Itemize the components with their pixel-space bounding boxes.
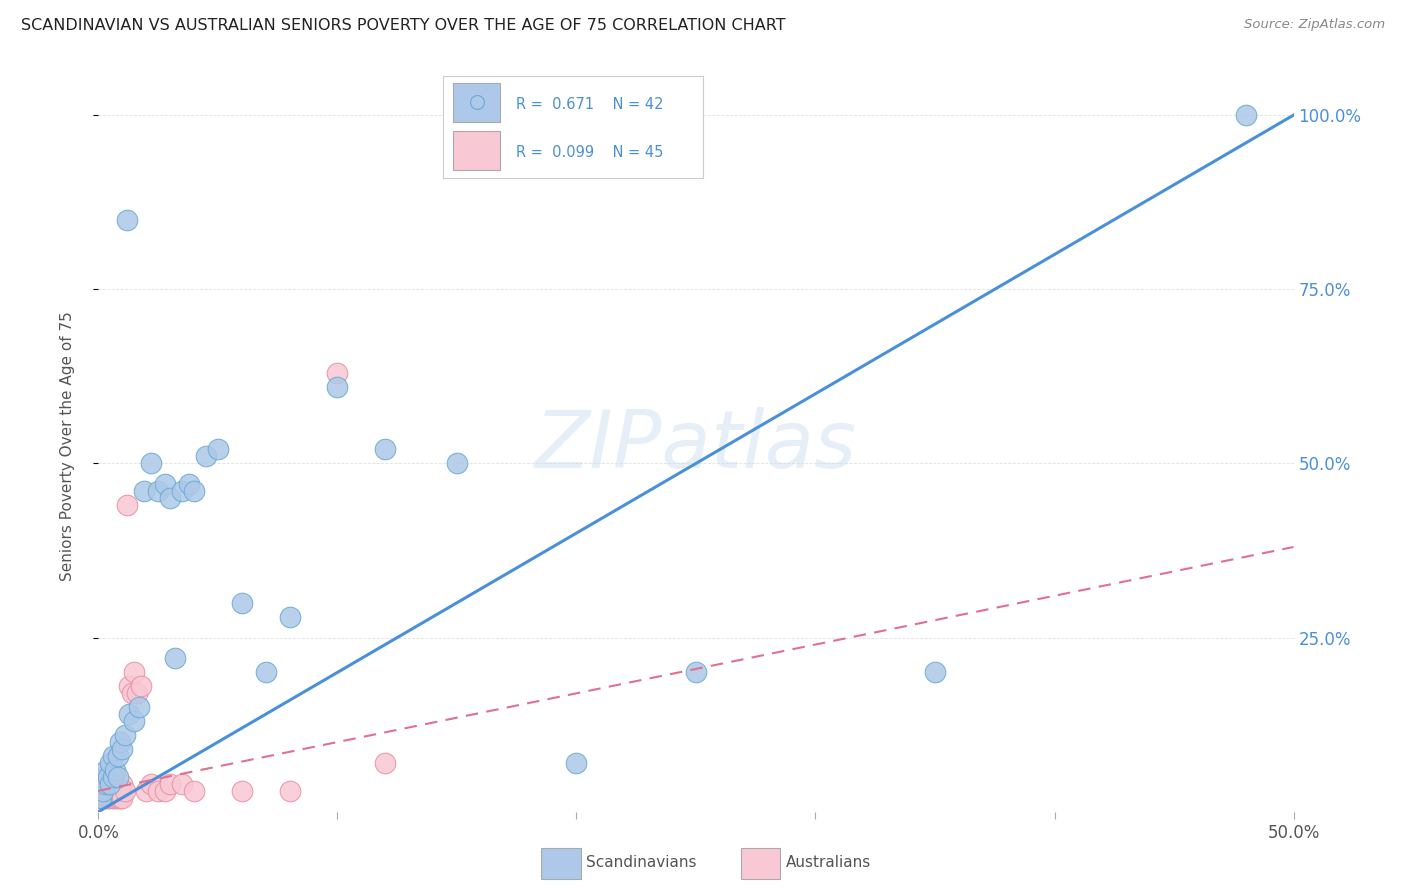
Point <box>90 777 112 791</box>
Point <box>98 756 122 770</box>
Point <box>94 784 117 798</box>
Point <box>139 777 162 791</box>
Point <box>107 770 129 784</box>
Point <box>685 665 707 680</box>
Point <box>90 777 112 791</box>
Point <box>115 498 138 512</box>
Point <box>90 784 112 798</box>
Point <box>121 686 143 700</box>
Bar <box>453 131 501 170</box>
Point <box>94 790 117 805</box>
Point <box>97 790 120 805</box>
Point <box>128 700 150 714</box>
Point <box>108 790 131 805</box>
Point <box>108 784 131 798</box>
Point <box>278 609 301 624</box>
Point <box>111 777 134 791</box>
Point <box>207 442 229 457</box>
Point <box>159 491 181 506</box>
Point <box>101 749 124 764</box>
Point <box>179 477 201 491</box>
Point <box>124 665 146 680</box>
Point <box>125 686 148 700</box>
Point <box>97 770 120 784</box>
Point <box>107 749 129 764</box>
Point <box>94 777 117 791</box>
Point <box>155 477 177 491</box>
Point <box>924 665 946 680</box>
Bar <box>453 83 501 122</box>
Point <box>111 742 134 756</box>
Point <box>90 790 112 805</box>
Point <box>374 442 396 457</box>
Point <box>91 784 114 798</box>
Point <box>115 212 138 227</box>
Point <box>565 756 588 770</box>
Point <box>148 784 170 798</box>
Point <box>231 784 253 798</box>
Point <box>172 484 194 499</box>
Point <box>114 784 136 798</box>
Text: Scandinavians: Scandinavians <box>586 855 697 870</box>
Point <box>231 596 253 610</box>
Point <box>91 784 114 798</box>
Point <box>374 756 396 770</box>
Point <box>98 777 122 791</box>
Point <box>101 770 124 784</box>
Point <box>183 784 205 798</box>
Text: Australians: Australians <box>786 855 872 870</box>
Point <box>101 777 124 791</box>
Text: R =  0.671    N = 42: R = 0.671 N = 42 <box>516 97 664 112</box>
Point <box>91 770 114 784</box>
Point <box>148 484 170 499</box>
Point <box>118 679 141 693</box>
Point <box>108 735 131 749</box>
Point <box>104 790 127 805</box>
Point <box>114 728 136 742</box>
Text: SCANDINAVIAN VS AUSTRALIAN SENIORS POVERTY OVER THE AGE OF 75 CORRELATION CHART: SCANDINAVIAN VS AUSTRALIAN SENIORS POVER… <box>21 18 786 33</box>
Point <box>94 777 117 791</box>
Point <box>94 763 117 777</box>
Point <box>98 777 122 791</box>
Point <box>131 679 153 693</box>
Point <box>118 707 141 722</box>
Point <box>97 784 120 798</box>
Point <box>97 777 120 791</box>
Point <box>326 366 349 380</box>
Point <box>90 790 112 805</box>
Point <box>98 784 122 798</box>
Point <box>183 484 205 499</box>
Point <box>446 457 468 471</box>
Text: ZIPatlas: ZIPatlas <box>534 407 858 485</box>
Point <box>132 484 155 499</box>
Point <box>163 651 186 665</box>
Point <box>159 777 181 791</box>
Point <box>94 770 117 784</box>
Text: R =  0.099    N = 45: R = 0.099 N = 45 <box>516 145 664 161</box>
Point <box>1234 108 1257 122</box>
Point <box>91 790 114 805</box>
Point <box>91 777 114 791</box>
Point <box>111 790 134 805</box>
Point <box>172 777 194 791</box>
Text: Source: ZipAtlas.com: Source: ZipAtlas.com <box>1244 18 1385 31</box>
Point <box>254 665 277 680</box>
Point <box>104 763 127 777</box>
Point <box>98 790 122 805</box>
Point <box>139 457 162 471</box>
Point <box>107 784 129 798</box>
Point <box>326 380 349 394</box>
Point <box>135 784 157 798</box>
Point <box>107 790 129 805</box>
Y-axis label: Seniors Poverty Over the Age of 75: Seniors Poverty Over the Age of 75 <box>60 311 75 581</box>
Point <box>278 784 301 798</box>
Point <box>101 790 124 805</box>
Point <box>104 784 127 798</box>
Point <box>124 714 146 728</box>
Point <box>101 784 124 798</box>
Point <box>155 784 177 798</box>
Point <box>195 450 218 464</box>
